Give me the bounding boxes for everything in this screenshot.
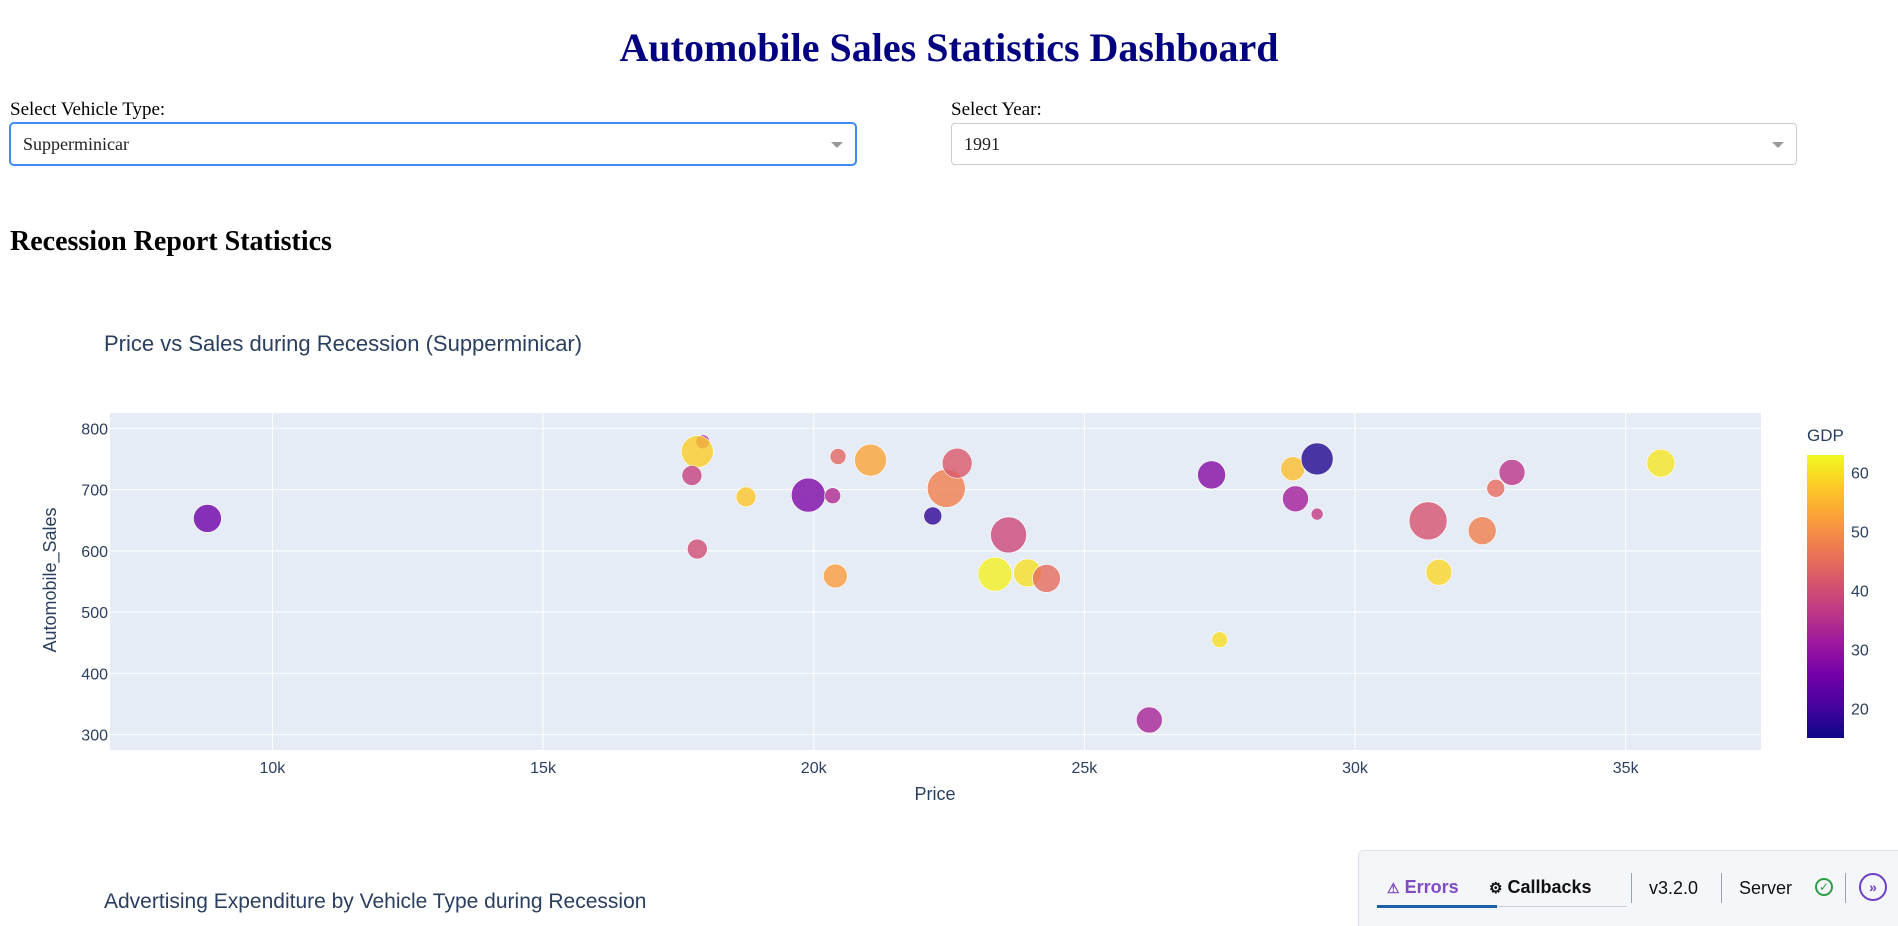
scatter-point <box>1211 631 1228 649</box>
x-tick-label: 25k <box>1071 760 1098 777</box>
colorbar-title: GDP <box>1807 426 1844 445</box>
vehicle-type-dropdown[interactable]: Supperminicar <box>10 123 856 165</box>
scatter-point <box>829 448 847 465</box>
plot-area <box>110 413 1761 750</box>
expand-icon[interactable]: » <box>1859 873 1887 901</box>
y-tick-label: 600 <box>81 544 108 561</box>
chevron-down-icon[interactable] <box>1772 142 1784 148</box>
y-tick-label: 300 <box>81 728 108 745</box>
year-value: 1991 <box>964 134 1000 154</box>
y-axis-title: Automobile_Sales <box>40 507 61 652</box>
scatter-point <box>923 506 943 526</box>
x-tick-label: 35k <box>1613 760 1640 777</box>
scatter-point <box>1136 706 1163 734</box>
colorbar <box>1807 455 1844 738</box>
scatter-point <box>687 538 708 560</box>
scatter-point <box>790 477 826 513</box>
scatter-point <box>681 465 703 486</box>
scatter-point <box>1467 516 1497 545</box>
scatter-point <box>1408 501 1448 541</box>
scatter-point <box>193 504 222 533</box>
chart-title: Price vs Sales during Recession (Supperm… <box>104 331 582 356</box>
warning-icon: ⚠ <box>1387 880 1400 896</box>
divider <box>1631 873 1632 903</box>
scatter-point <box>1498 459 1526 486</box>
scatter-point <box>990 516 1027 554</box>
colorbar-tick-label: 20 <box>1851 702 1869 719</box>
scatter-point <box>823 563 848 589</box>
scatter-point <box>1032 564 1061 593</box>
vehicle-type-value: Supperminicar <box>23 134 129 154</box>
colorbar-tick-label: 40 <box>1851 584 1869 601</box>
scatter-point <box>977 556 1013 592</box>
vehicle-type-label: Select Vehicle Type: <box>10 99 166 120</box>
scatter-point <box>1282 485 1309 513</box>
section-heading: Recession Report Statistics <box>10 226 332 257</box>
year-dropdown[interactable]: 1991 <box>951 123 1797 165</box>
y-tick-label: 800 <box>81 421 108 438</box>
scatter-point <box>1310 507 1324 521</box>
scatter-point <box>1197 460 1226 490</box>
page-title: Automobile Sales Statistics Dashboard <box>619 25 1279 70</box>
scatter-point <box>1486 479 1506 498</box>
scatter-point <box>1646 448 1676 478</box>
dev-tools-bar: ⚠ Errors ⚙ Callbacks v3.2.0 Server ✓ » <box>1358 850 1898 926</box>
scatter-point <box>681 435 714 468</box>
x-tick-label: 15k <box>530 760 557 777</box>
x-tick-label: 30k <box>1342 760 1369 777</box>
scatter-chart[interactable]: Price vs Sales during Recession (Supperm… <box>0 300 1898 860</box>
x-axis-title: Price <box>914 784 955 804</box>
scatter-point <box>735 486 757 508</box>
callbacks-icon: ⚙ <box>1489 880 1503 897</box>
version-label: v3.2.0 <box>1649 878 1699 898</box>
scatter-point <box>941 447 973 479</box>
errors-tab[interactable]: ⚠ Errors <box>1387 877 1459 897</box>
divider <box>1845 873 1846 903</box>
colorbar-tick-label: 60 <box>1851 466 1869 483</box>
scatter-point <box>824 487 841 505</box>
divider <box>1721 873 1722 903</box>
y-tick-label: 500 <box>81 605 108 622</box>
chart-title-advertising: Advertising Expenditure by Vehicle Type … <box>104 890 647 913</box>
colorbar-tick-label: 30 <box>1851 643 1869 660</box>
year-label: Select Year: <box>951 99 1042 120</box>
x-tick-label: 10k <box>259 760 286 777</box>
server-status-label: Server <box>1739 878 1793 898</box>
tab-divider-line <box>1497 906 1627 907</box>
y-tick-label: 700 <box>81 483 108 500</box>
scatter-point <box>1300 442 1334 476</box>
x-tick-label: 20k <box>801 760 828 777</box>
check-circle-icon: ✓ <box>1815 878 1833 896</box>
scatter-point <box>854 443 887 477</box>
callbacks-tab[interactable]: ⚙ Callbacks <box>1489 877 1592 897</box>
chevron-down-icon[interactable] <box>831 142 843 148</box>
active-tab-indicator <box>1377 905 1497 908</box>
colorbar-tick-label: 50 <box>1851 525 1869 542</box>
y-tick-label: 400 <box>81 666 108 683</box>
scatter-point <box>1425 559 1453 586</box>
